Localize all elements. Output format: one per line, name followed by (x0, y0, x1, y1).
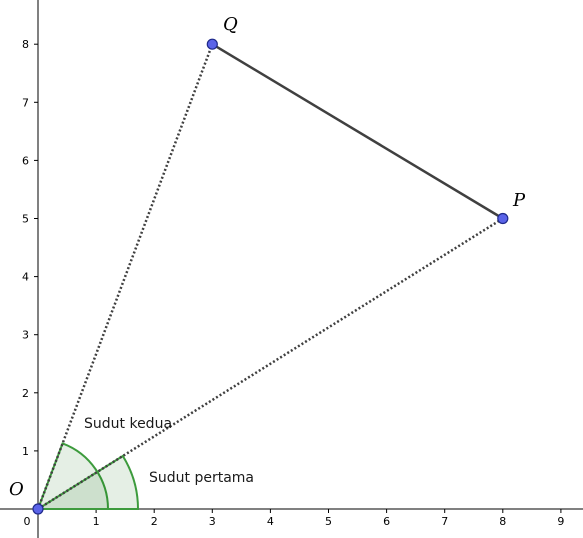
x-tick-label: 1 (93, 515, 100, 528)
angle-label-second: Sudut kedua (84, 416, 172, 432)
x-tick-label: 9 (557, 515, 564, 528)
y-tick-label: 8 (22, 38, 29, 51)
y-tick-label: 5 (22, 213, 29, 226)
dotted-segment-op[interactable] (37, 217, 504, 511)
x-tick-label: 8 (499, 515, 506, 528)
angle-label-first: Sudut pertama (149, 470, 254, 486)
angle-sector-first[interactable] (34, 454, 140, 510)
angle-sector-second[interactable] (36, 442, 110, 510)
y-tick-label: 3 (22, 329, 29, 342)
x-axis-ticks: 0 1 2 3 4 5 6 7 8 9 (24, 509, 564, 528)
x-tick-label: 4 (267, 515, 274, 528)
y-tick-label: 1 (22, 445, 29, 458)
x-tick-label: 3 (209, 515, 216, 528)
point-label-o: O (9, 479, 24, 500)
point-q[interactable] (206, 38, 218, 50)
segment-pq[interactable] (211, 43, 504, 220)
x-tick-label: 5 (325, 515, 332, 528)
x-tick-label: 2 (151, 515, 158, 528)
y-tick-label: 4 (22, 271, 29, 284)
point-p[interactable] (497, 212, 509, 225)
x-tick-label: 0 (24, 515, 31, 528)
y-tick-label: 7 (22, 96, 29, 109)
y-tick-label: 2 (22, 387, 29, 400)
point-label-p: P (512, 190, 526, 211)
y-tick-label: 6 (22, 154, 29, 167)
x-tick-label: 7 (441, 515, 448, 528)
y-axis-ticks: 1 2 3 4 5 6 7 8 (22, 38, 38, 458)
x-tick-label: 6 (383, 515, 390, 528)
dotted-segment-oq[interactable] (36, 43, 214, 510)
point-label-q: Q (223, 14, 238, 35)
point-o[interactable] (32, 503, 44, 515)
